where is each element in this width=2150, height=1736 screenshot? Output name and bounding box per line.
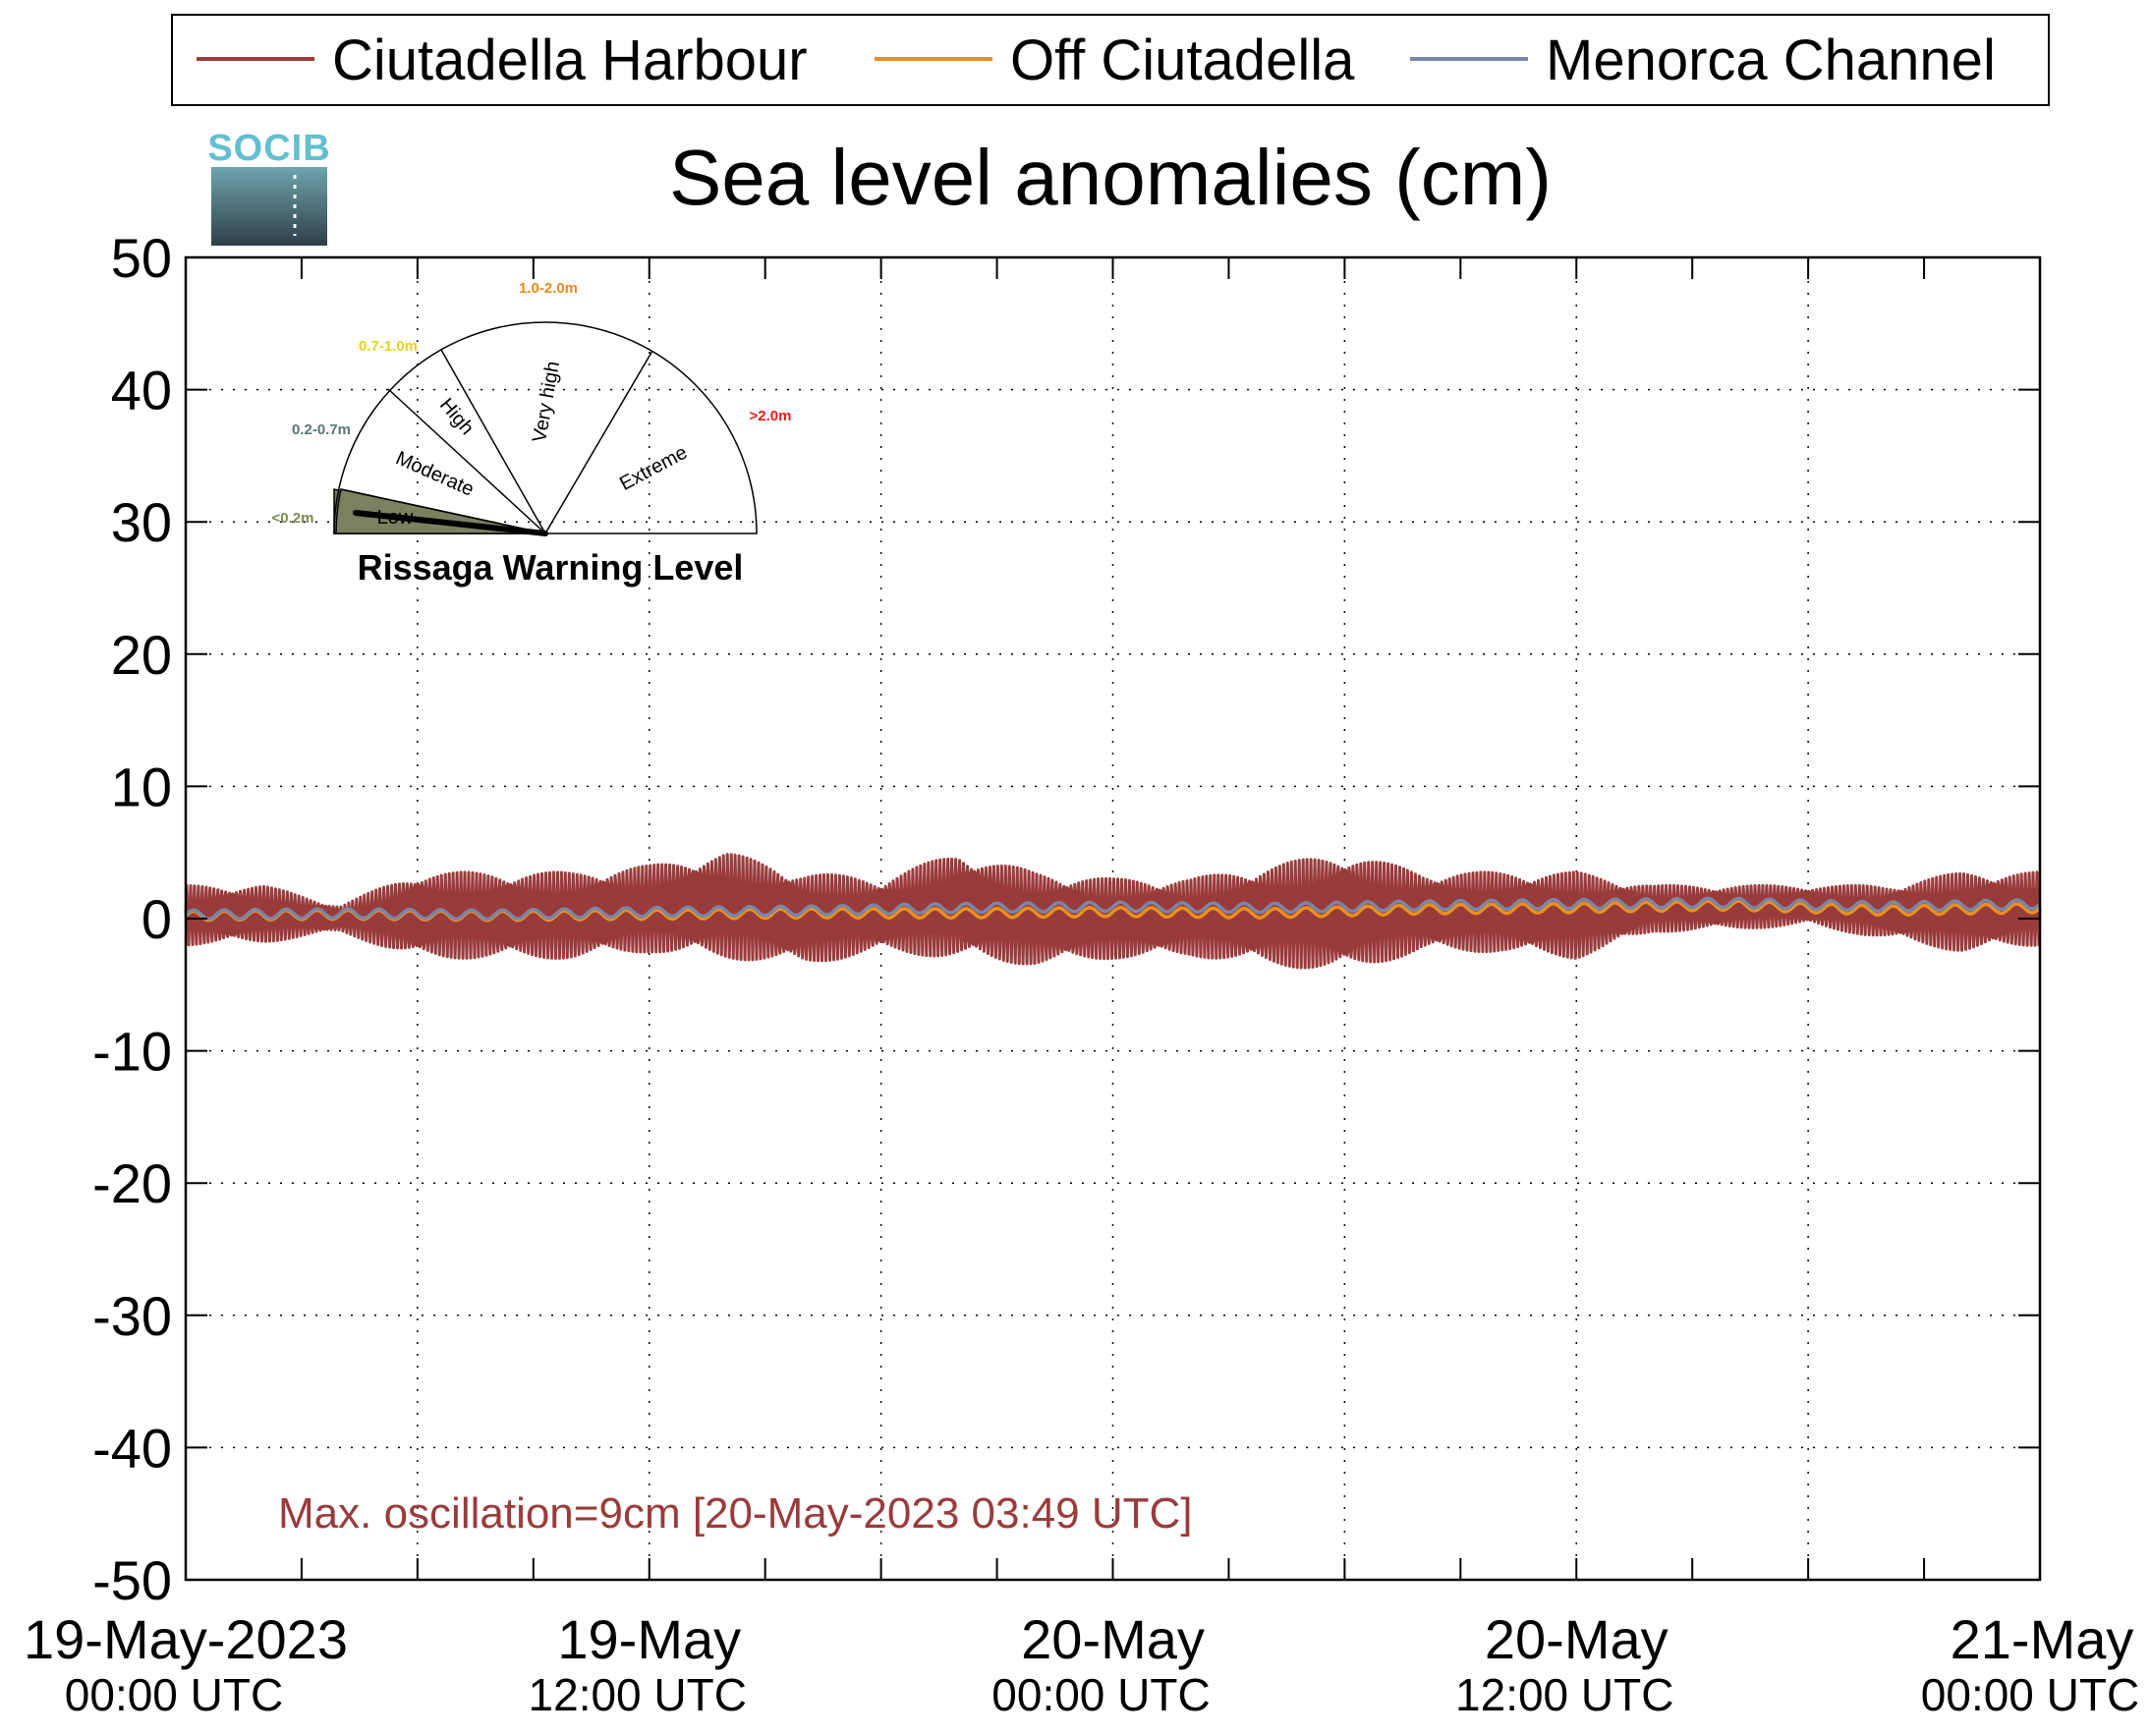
gauge-range-low: <0.2m	[272, 510, 314, 527]
socib-logo-text: SOCIB	[207, 128, 330, 169]
y-tick-label: -10	[92, 1021, 172, 1083]
legend-label-off-ciutadella: Off Ciutadella	[1010, 28, 1355, 92]
gauge-divider-2	[387, 388, 546, 534]
gauge-range-extreme: >2.0m	[750, 408, 792, 424]
y-tick-label: 30	[111, 491, 172, 553]
x-tick-label-time: 00:00 UTC	[991, 1669, 1210, 1720]
rissaga-gauge: Low Moderate High Very high Extreme <0.2…	[272, 280, 792, 588]
x-tick-label-date: 19-May	[557, 1608, 741, 1670]
x-tick-label-date: 19-May-2023	[24, 1608, 348, 1670]
legend-item-menorca-channel: Menorca Channel	[1410, 28, 1996, 92]
legend-label-menorca-channel: Menorca Channel	[1546, 28, 1996, 92]
series-layer	[184, 853, 2042, 970]
y-tick-label: -50	[92, 1549, 172, 1611]
gauge-divider-1	[340, 488, 546, 534]
gauge-range-high: 0.7-1.0m	[359, 338, 418, 355]
y-tick-label: 20	[111, 624, 172, 686]
y-tick-label: -30	[92, 1285, 172, 1347]
gauge-label-high: High	[435, 394, 478, 439]
legend-label-ciutadella-harbour: Ciutadella Harbour	[332, 28, 808, 92]
y-tick-label: -20	[92, 1152, 172, 1214]
x-tick-label-date: 20-May	[1021, 1608, 1205, 1670]
gauge-label-extreme: Extreme	[616, 442, 691, 495]
x-tick-label-time: 00:00 UTC	[65, 1669, 283, 1720]
series-line-menorca-channel	[184, 896, 2042, 922]
chart-title: Sea level anomalies (cm)	[669, 134, 1552, 221]
gauge-range-very-high: 1.0-2.0m	[519, 280, 578, 297]
legend-item-off-ciutadella: Off Ciutadella	[875, 28, 1355, 92]
gauge-range-moderate: 0.2-0.7m	[292, 421, 351, 438]
legend-item-ciutadella-harbour: Ciutadella Harbour	[197, 28, 808, 92]
gauge-label-low: Low	[377, 507, 414, 529]
socib-logo: SOCIB	[207, 128, 330, 246]
x-tick-label-time: 12:00 UTC	[529, 1669, 747, 1720]
y-tick-label: 0	[141, 888, 172, 950]
max-oscillation-annotation: Max. oscillation=9cm [20-May-2023 03:49 …	[278, 1489, 1193, 1538]
x-tick-label-time: 00:00 UTC	[1921, 1669, 2139, 1720]
legend-box	[171, 14, 2050, 106]
ticks	[185, 256, 2041, 1581]
socib-logo-block	[211, 167, 327, 246]
legend: Ciutadella Harbour Off Ciutadella Menorc…	[171, 14, 2050, 106]
y-tick-labels: 50 40 30 20 10 0 -10 -20 -30 -40 -50	[92, 227, 172, 1611]
x-tick-label-time: 12:00 UTC	[1455, 1669, 1673, 1720]
y-tick-label: 40	[111, 360, 172, 421]
gauge-divider-4	[544, 350, 653, 534]
gauge-divider-3	[440, 349, 546, 534]
gauge-needle	[353, 510, 548, 536]
gauge-label-moderate: Moderate	[392, 447, 477, 500]
y-tick-label: 50	[111, 227, 172, 289]
gauge-outline	[333, 321, 758, 534]
y-tick-label: 10	[111, 756, 172, 817]
gauge-label-very-high: Very high	[529, 360, 564, 444]
x-tick-label-date: 20-May	[1485, 1608, 1669, 1670]
y-tick-label: -40	[92, 1417, 172, 1479]
gauge-title: Rissaga Warning Level	[358, 547, 744, 588]
x-tick-label-date: 21-May	[1951, 1608, 2134, 1670]
